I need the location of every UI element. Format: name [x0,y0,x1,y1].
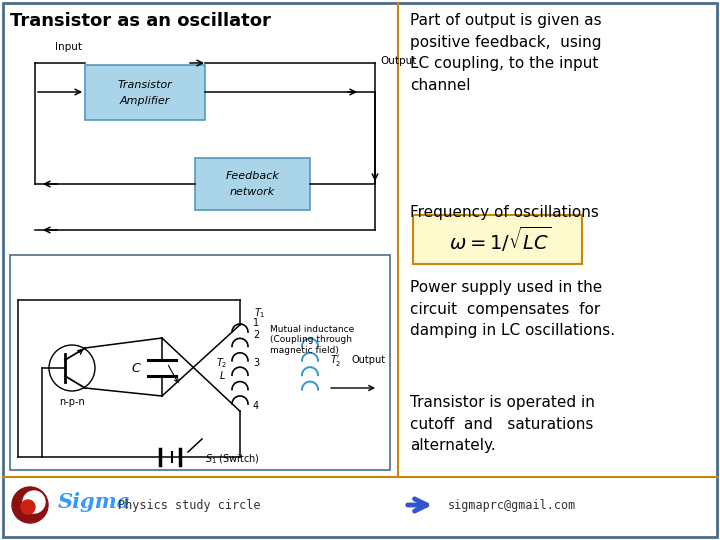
Text: Mutual inductance
(Coupling through
magnetic field): Mutual inductance (Coupling through magn… [270,325,354,355]
Circle shape [12,487,48,523]
Text: Physics study circle: Physics study circle [118,498,261,511]
FancyBboxPatch shape [85,65,205,120]
Text: Transistor is operated in
cutoff  and   saturations
alternately.: Transistor is operated in cutoff and sat… [410,395,595,453]
Text: Transistor as an oscillator: Transistor as an oscillator [10,12,271,30]
Text: Output: Output [352,355,386,365]
Text: Transistor: Transistor [117,79,172,90]
Text: n-p-n: n-p-n [59,397,85,407]
Text: network: network [230,187,275,197]
Text: Sigma: Sigma [58,492,131,512]
Text: 4: 4 [253,401,259,411]
Text: Frequency of oscillations: Frequency of oscillations [410,205,599,220]
Text: $T_2$: $T_2$ [216,356,228,370]
Text: $T_1$: $T_1$ [254,306,266,320]
Text: 3: 3 [253,358,259,368]
Text: $\omega = 1/\sqrt{LC}$: $\omega = 1/\sqrt{LC}$ [449,225,551,254]
FancyBboxPatch shape [195,158,310,210]
Text: $S_1$ (Switch): $S_1$ (Switch) [205,452,260,466]
Text: Feedback: Feedback [225,171,279,181]
Circle shape [21,500,35,514]
Text: 2: 2 [253,330,259,340]
Text: Part of output is given as
positive feedback,  using
LC coupling, to the input
c: Part of output is given as positive feed… [410,13,602,93]
Text: $T_2'$: $T_2'$ [330,353,341,368]
FancyBboxPatch shape [413,215,582,264]
Text: Input: Input [55,42,82,52]
Text: L: L [220,371,225,381]
Text: 1: 1 [253,318,259,328]
Text: Amplifier: Amplifier [120,96,170,105]
Text: sigmaprc@gmail.com: sigmaprc@gmail.com [448,498,576,511]
Text: Output: Output [380,56,416,66]
Text: C: C [131,361,140,375]
FancyBboxPatch shape [3,3,717,537]
Circle shape [23,491,45,513]
Text: Power supply used in the
circuit  compensates  for
damping in LC oscillations.: Power supply used in the circuit compens… [410,280,615,338]
FancyBboxPatch shape [10,255,390,470]
